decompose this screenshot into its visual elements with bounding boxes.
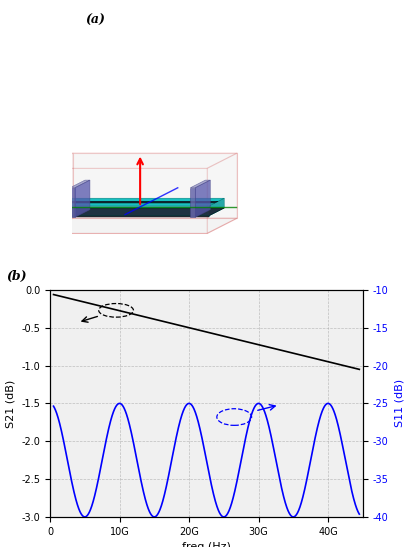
Polygon shape <box>43 218 237 234</box>
Polygon shape <box>190 180 210 188</box>
Polygon shape <box>43 153 237 168</box>
Polygon shape <box>207 153 237 234</box>
Polygon shape <box>75 180 90 217</box>
Y-axis label: S21 (dB): S21 (dB) <box>6 379 16 428</box>
Polygon shape <box>56 216 209 217</box>
Polygon shape <box>43 153 73 234</box>
Polygon shape <box>56 208 224 216</box>
Polygon shape <box>70 180 90 188</box>
Polygon shape <box>73 153 237 218</box>
Y-axis label: S11 (dB): S11 (dB) <box>394 380 404 427</box>
X-axis label: freq (Hz): freq (Hz) <box>182 542 231 547</box>
Polygon shape <box>56 198 224 206</box>
Polygon shape <box>70 188 75 217</box>
Polygon shape <box>56 206 209 216</box>
Text: (b): (b) <box>6 270 27 283</box>
Text: (a): (a) <box>85 14 106 27</box>
Polygon shape <box>43 168 207 234</box>
Polygon shape <box>209 198 224 216</box>
Polygon shape <box>190 188 195 217</box>
Polygon shape <box>195 180 210 217</box>
Polygon shape <box>62 201 218 202</box>
Polygon shape <box>56 208 224 216</box>
